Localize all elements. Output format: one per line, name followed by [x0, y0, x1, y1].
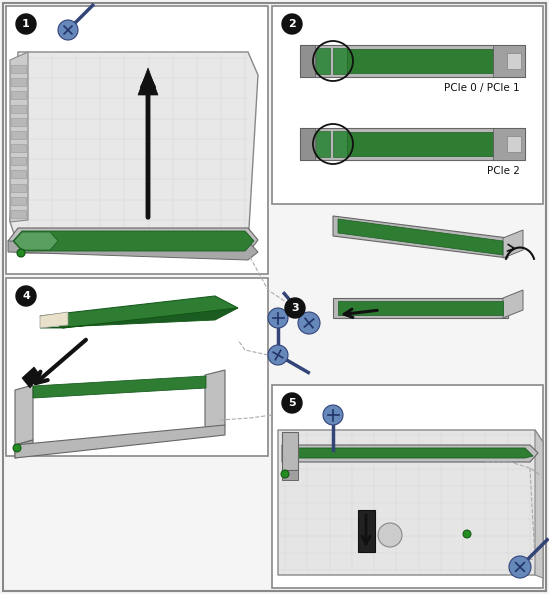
- Circle shape: [298, 312, 320, 334]
- Polygon shape: [8, 241, 258, 260]
- Polygon shape: [535, 430, 543, 578]
- Text: PCIe 2: PCIe 2: [487, 166, 520, 176]
- Bar: [11, 197, 26, 205]
- Bar: [11, 118, 26, 126]
- Circle shape: [58, 20, 78, 40]
- Polygon shape: [338, 219, 503, 255]
- Polygon shape: [333, 298, 508, 318]
- Circle shape: [268, 308, 288, 328]
- Polygon shape: [333, 216, 508, 258]
- Bar: [338, 49, 493, 73]
- Circle shape: [282, 393, 302, 413]
- Polygon shape: [40, 308, 238, 328]
- Bar: [507, 53, 521, 69]
- Bar: [11, 65, 26, 73]
- Bar: [11, 210, 26, 218]
- Polygon shape: [15, 385, 33, 445]
- Polygon shape: [358, 510, 375, 552]
- Bar: [333, 131, 347, 157]
- Bar: [11, 105, 26, 112]
- Bar: [300, 128, 525, 160]
- Text: 2: 2: [288, 19, 296, 29]
- Circle shape: [378, 523, 402, 547]
- Polygon shape: [40, 296, 238, 328]
- Bar: [493, 45, 525, 77]
- Polygon shape: [15, 440, 33, 458]
- Bar: [11, 157, 26, 165]
- Circle shape: [16, 14, 36, 34]
- Polygon shape: [295, 448, 533, 458]
- Polygon shape: [14, 232, 58, 250]
- Circle shape: [16, 286, 36, 306]
- Bar: [272, 385, 543, 588]
- Circle shape: [281, 470, 289, 478]
- Bar: [11, 91, 26, 99]
- Circle shape: [323, 405, 343, 425]
- Bar: [6, 278, 268, 456]
- Text: 5: 5: [288, 398, 296, 408]
- Bar: [300, 45, 525, 77]
- Polygon shape: [10, 52, 258, 245]
- Polygon shape: [503, 290, 523, 318]
- Polygon shape: [15, 425, 225, 458]
- Polygon shape: [40, 312, 68, 328]
- Polygon shape: [282, 432, 298, 470]
- Bar: [11, 78, 26, 86]
- Circle shape: [282, 14, 302, 34]
- Polygon shape: [10, 52, 28, 222]
- Bar: [11, 170, 26, 178]
- Polygon shape: [278, 430, 543, 575]
- Circle shape: [17, 249, 25, 257]
- Circle shape: [13, 444, 21, 452]
- Text: 3: 3: [291, 303, 299, 313]
- Polygon shape: [13, 231, 254, 251]
- Circle shape: [268, 345, 288, 365]
- Bar: [316, 48, 330, 74]
- Polygon shape: [8, 228, 258, 253]
- Bar: [338, 132, 493, 156]
- Polygon shape: [205, 370, 225, 435]
- Bar: [493, 128, 525, 160]
- Bar: [507, 136, 521, 152]
- Bar: [333, 48, 347, 74]
- Bar: [11, 184, 26, 192]
- Bar: [11, 144, 26, 152]
- Polygon shape: [33, 376, 206, 398]
- Polygon shape: [338, 301, 503, 315]
- Bar: [6, 6, 268, 274]
- Polygon shape: [138, 68, 158, 95]
- Bar: [316, 131, 330, 157]
- Bar: [272, 6, 543, 204]
- Circle shape: [509, 556, 531, 578]
- Text: 4: 4: [22, 291, 30, 301]
- Bar: [300, 45, 315, 77]
- Polygon shape: [22, 367, 40, 388]
- Polygon shape: [503, 230, 523, 258]
- Text: 1: 1: [22, 19, 30, 29]
- Bar: [11, 131, 26, 139]
- Circle shape: [285, 298, 305, 318]
- Bar: [300, 128, 315, 160]
- Text: PCIe 0 / PCIe 1: PCIe 0 / PCIe 1: [444, 83, 520, 93]
- Polygon shape: [282, 470, 298, 480]
- Circle shape: [463, 530, 471, 538]
- Polygon shape: [282, 445, 538, 462]
